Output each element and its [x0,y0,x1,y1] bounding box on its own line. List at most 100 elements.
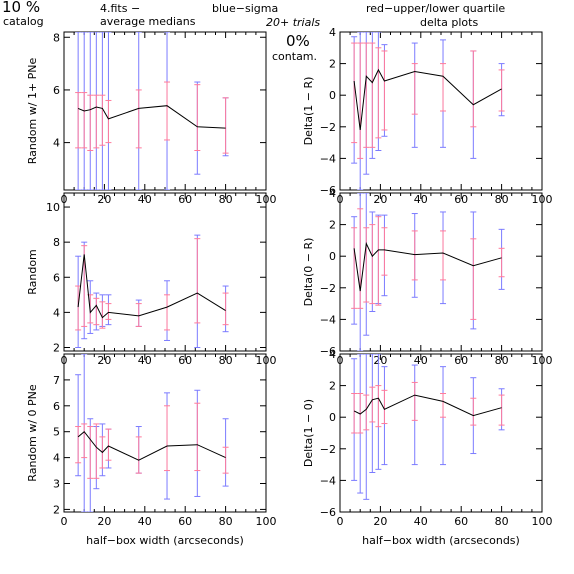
x-tick-label: 40 [138,515,152,528]
plot-area [75,32,229,190]
x-tick-label: 80 [219,193,233,206]
x-axis-label: half−box width (arcseconds) [86,534,244,547]
y-tick-label: 4 [329,26,336,39]
plot-frame [63,192,267,352]
y-tick-label: 6 [53,84,60,97]
median-line [77,430,226,461]
y-tick-label: −6 [320,184,336,197]
plot-area [75,354,229,512]
x-tick-label: 40 [414,354,428,367]
x-tick-label: 20 [97,193,111,206]
y-tick-label: 0 [329,411,336,424]
median-line [77,254,226,319]
y-tick-label: 8 [53,31,60,44]
plot-area [351,193,505,351]
median-line [353,394,502,417]
y-tick-label: 6 [53,400,60,413]
y-tick-label: −2 [320,282,336,295]
x-tick-label: 80 [495,354,509,367]
x-tick-label: 60 [454,193,468,206]
y-tick-label: 2 [53,341,60,354]
y-tick-label: −2 [320,443,336,456]
y-tick-label: 0 [329,250,336,263]
header-percent: 10 % [2,0,41,16]
y-axis-label: Delta(0 − R) [302,238,315,307]
x-tick-label: 20 [373,193,387,206]
plot-area [351,354,505,500]
x-tick-label: 60 [178,515,192,528]
x-tick-label: 80 [495,193,509,206]
y-tick-label: 7 [53,374,60,387]
median-line [77,105,226,129]
y-axis-label: Random w/ 1+ PNe [26,57,39,164]
y-tick-label: −4 [320,313,336,326]
x-tick-label: 0 [61,515,68,528]
y-tick-label: 3 [53,478,60,491]
y-axis-label: Delta(1 − R) [302,77,315,146]
x-tick-label: 40 [138,193,152,206]
header-contam-percent: 0% [286,32,310,50]
y-tick-label: −6 [320,345,336,358]
x-tick-label: 60 [178,193,192,206]
panel-bottom-right: 0 20 40 60 80 100 −6 −4 −2 0 2 4 Delta(1 − 0) half−bo… [302,348,553,547]
y-tick-label: 4 [53,452,60,465]
x-tick-label: 20 [373,515,387,528]
y-tick-label: 4 [53,137,60,150]
y-tick-label: 8 [53,236,60,249]
plot-area [75,234,229,348]
plot-area [351,32,505,190]
x-tick-label: 60 [454,515,468,528]
plot-frame [63,31,267,191]
y-tick-label: 10 [46,201,60,214]
x-tick-label: 20 [97,515,111,528]
y-tick-label: 2 [329,219,336,232]
y-axis-label: Random w/ 0 PNe [26,384,39,482]
y-tick-label: −2 [320,121,336,134]
x-tick-label: 20 [97,354,111,367]
plot-frame [339,192,543,352]
x-tick-label: 20 [373,354,387,367]
x-axis-label: half−box width (arcseconds) [362,534,520,547]
y-tick-label: 4 [329,187,336,200]
x-tick-label: 40 [414,515,428,528]
header-red-quartile: red−upper/lower quartile [366,2,506,15]
header-catalog: catalog [3,15,44,28]
y-tick-label: −4 [320,474,336,487]
header-filename: 4.fits − [100,2,141,15]
median-line [353,241,502,292]
plot-frame [339,353,543,513]
header-average-medians: average medians [100,15,196,28]
y-tick-label: −6 [320,506,336,519]
x-tick-label: 80 [495,515,509,528]
y-tick-label: 4 [53,306,60,319]
x-tick-label: 40 [138,354,152,367]
panel-bottom-left: 0 20 40 60 80 100 2 3 4 5 6 7 Random w/ 0 PNe half−bo… [26,353,277,547]
y-tick-label: 0 [329,89,336,102]
x-tick-label: 60 [178,354,192,367]
y-tick-label: 6 [53,271,60,284]
header-trials: 20+ trials [266,16,321,29]
header-contam-label: contam. [272,50,318,63]
y-axis-label: Delta(1 − 0) [302,399,315,467]
x-tick-label: 80 [219,354,233,367]
x-tick-label: 100 [532,515,553,528]
header-delta-plots: delta plots [420,16,479,29]
x-tick-label: 100 [256,515,277,528]
y-axis-label: Random [26,249,39,295]
y-tick-label: 2 [53,503,60,516]
x-tick-label: 80 [219,515,233,528]
y-tick-label: −4 [320,152,336,165]
y-tick-label: 4 [329,348,336,361]
y-tick-label: 5 [53,426,60,439]
x-tick-label: 0 [337,515,344,528]
y-tick-label: 2 [329,58,336,71]
x-tick-label: 60 [454,354,468,367]
header-blue-sigma: blue−sigma [212,2,279,15]
x-tick-label: 40 [414,193,428,206]
